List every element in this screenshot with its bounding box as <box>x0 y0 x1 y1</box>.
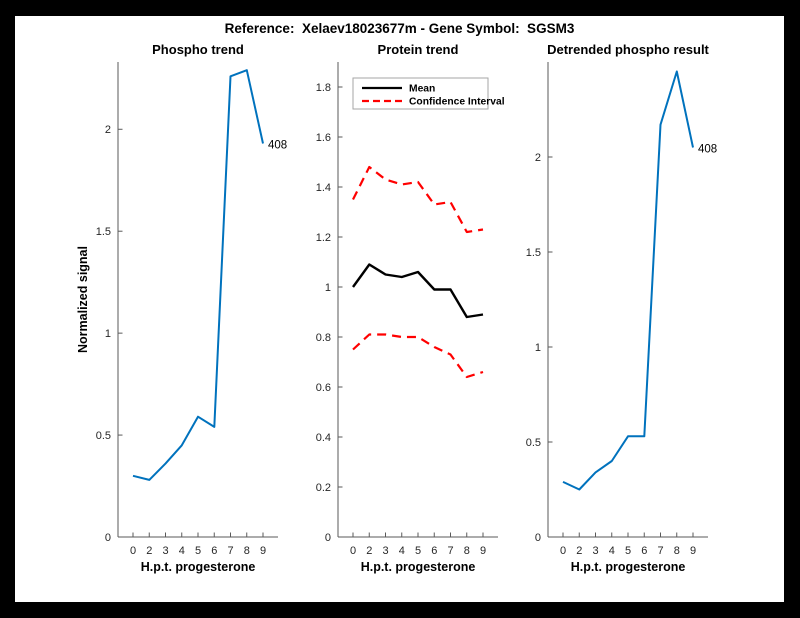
protein-trend-chart: Protein trend 0 0.2 0.4 0.6 0.8 1 1.2 1.4 1.6 1.8 0… <box>293 32 528 592</box>
y-tick-label: 0 <box>535 532 541 544</box>
subplot-title: Protein trend <box>378 42 459 57</box>
figure-title: Reference: Xelaev18023677m - Gene Symbol… <box>224 21 575 36</box>
x-tick-label: 7 <box>227 545 233 557</box>
x-tick-label: 7 <box>447 545 453 557</box>
endpoint-label: 408 <box>268 140 287 152</box>
y-tick-label: 1 <box>105 328 111 340</box>
x-tick-label: 2 <box>146 545 152 557</box>
series-line <box>132 69 264 481</box>
x-tick-label: 2 <box>366 545 372 557</box>
x-tick-label: 8 <box>674 545 680 557</box>
y-tick-label: 1 <box>325 282 331 294</box>
y-tick-label: 0.6 <box>316 382 331 394</box>
y-tick-label: 1.5 <box>526 247 541 259</box>
y-tick-label: 0.5 <box>526 437 541 449</box>
x-tick-label: 7 <box>657 545 663 557</box>
y-tick-label: 1.8 <box>316 82 331 94</box>
subplot-title: Phospho trend <box>152 42 244 57</box>
y-tick-label: 0 <box>325 532 331 544</box>
detrended-phospho-chart: Detrended phospho result 0 0.5 1 1.5 2 0 2 3 4 5 6 7… <box>503 32 738 592</box>
series-line <box>352 165 484 234</box>
x-tick-label: 5 <box>625 545 631 557</box>
series-line <box>352 263 484 319</box>
y-tick-label: 2 <box>535 152 541 164</box>
legend-label: Confidence Interval <box>409 97 505 108</box>
y-tick-label: 1.4 <box>316 182 331 194</box>
x-tick-label: 6 <box>641 545 647 557</box>
x-axis-label: H.p.t. progesterone <box>571 560 686 574</box>
y-tick-label: 1.6 <box>316 132 331 144</box>
x-axis-label: H.p.t. progesterone <box>361 560 476 574</box>
x-tick-label: 0 <box>560 545 566 557</box>
x-tick-label: 3 <box>382 545 388 557</box>
x-tick-label: 3 <box>162 545 168 557</box>
x-tick-label: 9 <box>260 545 266 557</box>
x-tick-label: 3 <box>592 545 598 557</box>
x-tick-label: 8 <box>464 545 470 557</box>
legend-box <box>352 77 489 110</box>
y-tick-label: 1 <box>535 342 541 354</box>
x-tick-label: 0 <box>130 545 136 557</box>
series-line <box>562 70 694 491</box>
x-axis-label: H.p.t. progesterone <box>141 560 256 574</box>
y-tick-label: 1.5 <box>96 226 111 238</box>
x-tick-label: 8 <box>244 545 250 557</box>
y-axis-label: Normalized signal <box>76 246 90 353</box>
series-line <box>352 333 484 379</box>
x-tick-label: 5 <box>195 545 201 557</box>
figure-canvas: Reference: Xelaev18023677m - Gene Symbol… <box>15 16 784 602</box>
y-tick-label: 1.2 <box>316 232 331 244</box>
subplot-svg: Protein trend 0 0.2 0.4 0.6 0.8 1 1.2 1.4 1.6 1.8 0… <box>316 42 505 574</box>
y-tick-label: 0.8 <box>316 332 331 344</box>
x-tick-label: 4 <box>609 545 615 557</box>
x-tick-label: 9 <box>690 545 696 557</box>
x-tick-label: 4 <box>399 545 405 557</box>
phospho-trend-chart: Phospho trend 0 0.5 1 1.5 2 0 2 3 4 5 6 7 8 9 H.p.t. pr… <box>73 32 308 592</box>
x-tick-label: 9 <box>480 545 486 557</box>
x-tick-label: 0 <box>350 545 356 557</box>
x-tick-label: 6 <box>431 545 437 557</box>
x-tick-label: 2 <box>576 545 582 557</box>
x-tick-label: 6 <box>211 545 217 557</box>
y-tick-label: 2 <box>105 124 111 136</box>
x-tick-label: 4 <box>179 545 185 557</box>
y-tick-label: 0.5 <box>96 430 111 442</box>
subplot-title: Detrended phospho result <box>547 42 709 57</box>
legend-label: Mean <box>409 84 435 95</box>
y-tick-label: 0.4 <box>316 432 331 444</box>
endpoint-label: 408 <box>698 144 717 156</box>
y-tick-label: 0 <box>105 532 111 544</box>
y-tick-label: 0.2 <box>316 482 331 494</box>
x-tick-label: 5 <box>415 545 421 557</box>
